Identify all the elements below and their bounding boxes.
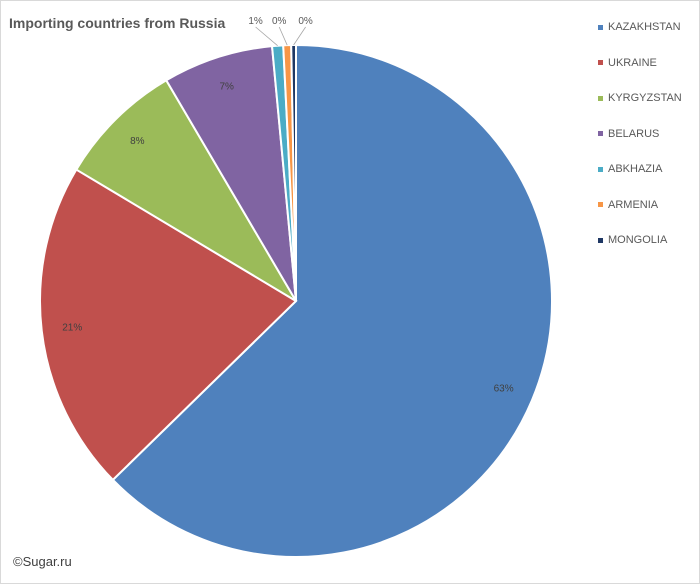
pie-slice-kazakhstan (111, 43, 553, 558)
legend-swatch-icon (598, 237, 603, 243)
legend-label: KYRGYZSTAN (608, 92, 682, 104)
pie-slice-kyrgyzstan (74, 78, 297, 302)
legend-swatch-icon (598, 131, 603, 136)
pie-slice-belarus (164, 45, 297, 302)
legend-item-abkhazia: ABKHAZIA (598, 162, 662, 176)
leader-line-mongolia (293, 26, 306, 46)
legend-swatch-icon (598, 95, 603, 101)
data-label-abkhazia: 1% (248, 16, 263, 27)
data-label-kazakhstan: 63% (494, 383, 514, 394)
legend-label: MONGOLIA (608, 234, 668, 246)
legend-item-mongolia: MONGOLIA (598, 233, 667, 247)
leader-lines (255, 26, 306, 46)
copyright-text: ©Sugar.ru (13, 554, 72, 569)
legend-swatch-icon (598, 166, 603, 172)
data-label-ukraine: 21% (62, 322, 82, 333)
legend-label: KAZAKHSTAN (608, 21, 681, 33)
legend-label: ABKHAZIA (608, 163, 663, 175)
chart-title: Importing countries from Russia (9, 15, 226, 31)
pie-slices (39, 43, 553, 558)
data-label-belarus: 7% (219, 82, 234, 93)
legend-label: BELARUS (608, 127, 660, 140)
data-label-armenia: 0% (272, 16, 287, 27)
legend-item-ukraine: UKRAINE (598, 56, 657, 70)
leader-line-abkhazia (255, 26, 278, 46)
legend-swatch-icon (598, 60, 603, 65)
legend-swatch-icon (598, 24, 603, 30)
data-label-kyrgyzstan: 8% (130, 136, 145, 147)
legend-item-armenia: ARMENIA (598, 198, 658, 212)
legend-label: UKRAINE (608, 56, 657, 69)
legend-item-belarus: BELARUS (598, 127, 659, 141)
pie-slice-ukraine (39, 168, 298, 482)
leader-line-armenia (278, 26, 288, 46)
legend-label: ARMENIA (608, 198, 659, 211)
data-label-mongolia: 0% (298, 16, 313, 27)
legend-swatch-icon (598, 202, 603, 207)
data-labels: 63% 21% 8% 7% 1% 0% 0% (62, 16, 513, 394)
legend-item-kazakhstan: KAZAKHSTAN (598, 20, 681, 34)
legend-item-kyrgyzstan: KYRGYZSTAN (598, 91, 682, 105)
